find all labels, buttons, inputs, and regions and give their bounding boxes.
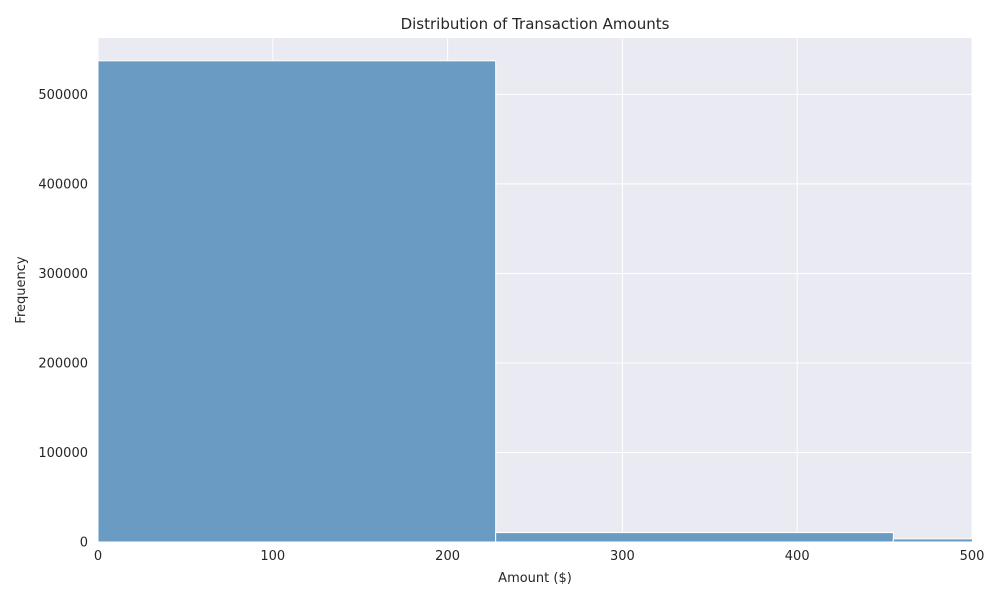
x-tick-label-2: 200	[435, 549, 460, 564]
x-tick-label-4: 400	[785, 549, 810, 564]
y-tick-label-0: 0	[80, 536, 88, 551]
x-axis-label: Amount ($)	[498, 571, 572, 586]
x-tick-label-3: 300	[610, 549, 635, 564]
y-tick-label-3: 300000	[38, 267, 88, 282]
x-tick-label-0: 0	[94, 549, 102, 564]
histogram-bar-2	[892, 538, 972, 542]
x-axis-ticks: 0 100 200 300 400 500	[94, 549, 985, 564]
x-tick-label-1: 100	[260, 549, 285, 564]
chart-title: Distribution of Transaction Amounts	[401, 15, 670, 33]
y-tick-label-4: 400000	[38, 177, 88, 192]
y-axis-label: Frequency	[14, 256, 29, 323]
y-tick-label-2: 200000	[38, 356, 88, 371]
histogram-bars	[98, 60, 972, 542]
y-tick-label-1: 100000	[38, 446, 88, 461]
y-tick-label-5: 500000	[38, 88, 88, 103]
y-axis-ticks: 0 100000 200000 300000 400000 500000	[38, 88, 88, 551]
x-tick-label-5: 500	[960, 549, 985, 564]
histogram-bar-0	[98, 60, 497, 542]
histogram-bar-1	[495, 532, 894, 542]
